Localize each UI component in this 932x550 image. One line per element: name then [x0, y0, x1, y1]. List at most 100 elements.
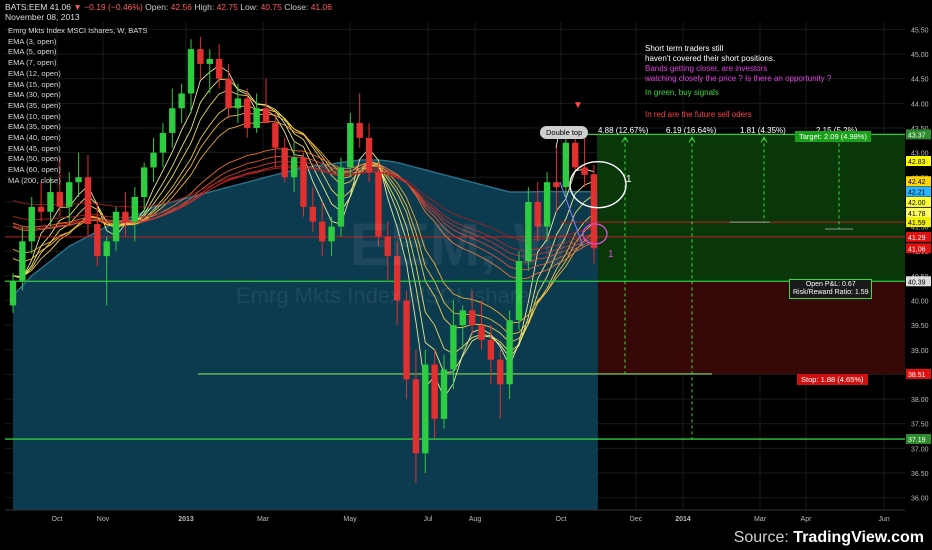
- study-title[interactable]: Emrg Mkts Index MSCI Ishares, W, BATS: [8, 26, 148, 35]
- candle-down: [56, 192, 64, 207]
- candle-up: [103, 241, 110, 257]
- study-item[interactable]: EMA (30, open): [8, 90, 61, 100]
- down-arrow-marker-icon: ▼: [573, 100, 583, 111]
- symbol[interactable]: BATS:EEM: [5, 2, 48, 12]
- candle-up: [543, 182, 551, 227]
- candle-down: [590, 174, 598, 249]
- price-tick-label: 41.50: [911, 225, 929, 232]
- price-tag-label: 40.39: [908, 279, 926, 286]
- price-tag: [906, 434, 931, 445]
- candle-up: [525, 201, 532, 262]
- price-tick-label: 37.50: [911, 422, 929, 429]
- study-item[interactable]: EMA (35, open): [8, 100, 61, 110]
- price-tag: [906, 196, 931, 207]
- study-item[interactable]: EMA (40, open): [8, 133, 61, 143]
- time-tick-label: Jul: [424, 516, 433, 523]
- candle-up: [150, 152, 157, 168]
- candle-down: [309, 206, 317, 222]
- pnl-box[interactable]: Open P&L: 0.67 Risk/Reward Ratio: 1.59: [789, 279, 873, 299]
- price-tag: [906, 217, 931, 228]
- candle-down: [272, 123, 279, 148]
- study-item[interactable]: EMA (5, open): [8, 47, 57, 57]
- study-item[interactable]: EMA (35, open): [8, 122, 61, 132]
- ema-line: [12, 121, 595, 324]
- candle-up: [28, 206, 35, 242]
- candle-down: [375, 172, 382, 237]
- study-item[interactable]: EMA (3, open): [8, 36, 57, 46]
- candle-up: [47, 192, 54, 212]
- candle-down: [215, 58, 223, 79]
- candle-down: [356, 123, 363, 138]
- candle-up: [9, 280, 17, 306]
- source-credit[interactable]: Source: TradingView.com: [733, 529, 924, 546]
- candle-up: [328, 226, 335, 242]
- candle-down: [431, 364, 438, 419]
- study-legend: Emrg Mkts Index MSCI Ishares, W, BATS EM…: [8, 26, 148, 187]
- projection-arrowhead: [688, 136, 696, 143]
- close-value: 41.06: [310, 2, 332, 12]
- note-green: In green, buy signals: [645, 88, 719, 97]
- price-tag: [906, 176, 931, 187]
- candle-up: [506, 320, 513, 385]
- candle-down: [553, 182, 560, 188]
- candle-down: [244, 98, 251, 128]
- candle-down: [225, 78, 232, 109]
- double-top-label[interactable]: Double top: [540, 126, 589, 139]
- candle-up: [66, 182, 73, 207]
- time-tick-label: Oct: [52, 516, 63, 523]
- candle-down: [403, 300, 410, 380]
- bands-circle: [582, 223, 608, 245]
- stop-box[interactable]: Stop: 1.88 (4.65%): [797, 374, 868, 385]
- price-tag: [906, 243, 931, 254]
- note-red: In red are the future sell oders: [645, 110, 752, 119]
- candle-down: [478, 325, 485, 340]
- candle-down: [94, 224, 101, 257]
- target-text-2: 6.19 (16.64%): [666, 126, 717, 135]
- study-item[interactable]: EMA (7, open): [8, 58, 57, 68]
- price-tag-label: 37.19: [908, 437, 926, 444]
- price-axis[interactable]: 36.0036.5037.0037.5038.0038.5039.0039.50…: [905, 0, 932, 510]
- watermark-name: Emrg Mkts Index MSCI Ishares: [236, 283, 541, 308]
- candle-up: [131, 196, 139, 222]
- candle-up: [440, 369, 448, 419]
- target-box[interactable]: Target: 2.09 (4.98%): [795, 131, 871, 142]
- down-arrow-icon: ▼: [73, 2, 82, 12]
- candle-up: [178, 93, 185, 109]
- candle-up: [253, 108, 260, 128]
- price-tag: [906, 231, 931, 242]
- study-item[interactable]: EMA (45, open): [8, 143, 61, 153]
- price-tick-label: 39.50: [911, 323, 929, 330]
- candle-down: [300, 157, 307, 207]
- price-tag-label: 42.21: [908, 190, 926, 197]
- ma200-fill: [13, 160, 598, 510]
- watermark-ticker: EEM, W: [350, 211, 570, 278]
- price-tag: [906, 207, 931, 218]
- candle-down: [572, 142, 579, 168]
- study-item[interactable]: EMA (60, open): [8, 165, 61, 175]
- target-text-1: 4.88 (12.67%): [598, 126, 649, 135]
- candle-down: [319, 221, 326, 242]
- ema-line: [12, 148, 595, 280]
- candle-down: [497, 359, 504, 385]
- time-tick-label: 2014: [675, 516, 691, 523]
- price-tag-label: 38.51: [908, 372, 926, 379]
- price-tag: [906, 186, 931, 197]
- study-item[interactable]: MA (200, close): [8, 175, 61, 185]
- candle-down: [122, 211, 129, 222]
- time-axis[interactable]: Oct Nov 2013 Mar May Jul Aug Oct Dec 2014 Mar Apr Ju…: [5, 509, 905, 523]
- study-item[interactable]: EMA (50, open): [8, 154, 61, 164]
- study-item[interactable]: EMA (10, open): [8, 111, 61, 121]
- study-item[interactable]: EMA (12, open): [8, 68, 61, 78]
- candle-up: [450, 325, 457, 370]
- candle-down: [281, 147, 288, 178]
- candle-up: [187, 49, 195, 94]
- price-axis-bg: [905, 0, 932, 510]
- candle-down: [393, 256, 401, 301]
- candle-up: [562, 142, 570, 188]
- price-tag: [906, 156, 931, 167]
- projection-arrowhead: [621, 136, 629, 143]
- study-item[interactable]: EMA (15, open): [8, 79, 61, 89]
- candle-up: [515, 261, 523, 321]
- candle-up: [422, 364, 429, 454]
